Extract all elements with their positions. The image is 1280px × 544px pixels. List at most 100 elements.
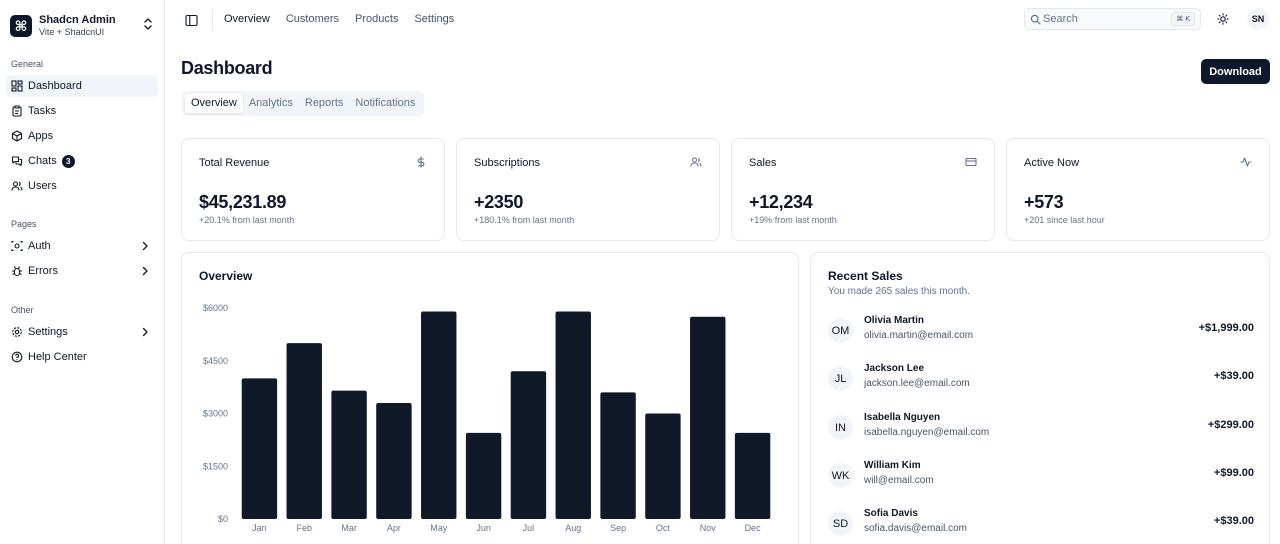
user-avatar[interactable]: SN <box>1247 8 1269 30</box>
chart-bar-nov <box>690 316 726 519</box>
user-cog-icon <box>11 240 23 252</box>
chevron-right-icon <box>142 327 148 337</box>
brand-title: Shadcn Admin <box>39 14 116 26</box>
recent-sales-subtitle: You made 265 sales this month. <box>828 286 970 297</box>
sidebar-item-label: Apps <box>28 130 54 142</box>
list-item: SD Sofia Davis sofia.davis@email.com +$3… <box>828 508 1254 544</box>
x-tick-label: Dec <box>745 523 762 533</box>
sidebar-item-chats[interactable]: Chats 3 <box>6 150 158 172</box>
y-tick-label: $1500 <box>203 461 228 471</box>
sidebar-item-settings[interactable]: Settings <box>6 321 158 343</box>
x-tick-label: Jul <box>523 523 535 533</box>
users-icon <box>11 181 23 191</box>
chart-bar-dec <box>734 432 771 519</box>
top-nav-customers[interactable]: Customers <box>285 13 340 25</box>
x-tick-label: Mar <box>341 523 357 533</box>
customer-name: Jackson Lee <box>864 363 925 374</box>
search-shortcut: ⌘ K <box>1171 12 1195 26</box>
tab-analytics[interactable]: Analytics <box>248 97 293 109</box>
x-tick-label: Jan <box>252 523 267 533</box>
stat-change: +201 since last hour <box>1024 215 1105 225</box>
sidebar-item-label: Help Center <box>28 351 87 363</box>
stat-card-sales: Sales +12,234 +19% from last month <box>731 138 995 241</box>
chart-bar-sep <box>600 392 636 519</box>
chart-bar-apr <box>376 402 412 519</box>
stat-title: Sales <box>749 157 777 169</box>
chart-bar-jun <box>465 432 502 519</box>
top-nav: Overview Customers Products Settings <box>224 13 454 25</box>
avatar: JL <box>828 366 853 391</box>
bug-icon <box>12 266 22 277</box>
sale-amount: +$39.00 <box>1213 370 1254 382</box>
customer-name: Isabella Nguyen <box>864 412 941 423</box>
recent-sales-card: Recent Sales You made 265 sales this mon… <box>810 252 1270 544</box>
customer-name: Sofia Davis <box>864 508 918 519</box>
customer-email: isabella.nguyen@email.com <box>864 427 990 438</box>
sidebar-item-tasks[interactable]: Tasks <box>6 100 158 122</box>
sale-amount: +$99.00 <box>1213 467 1254 479</box>
avatar: OM <box>828 318 853 343</box>
stat-change: +180.1% from last month <box>474 215 575 225</box>
y-tick-label: $6000 <box>203 303 228 313</box>
stat-card-total-revenue: Total Revenue $45,231.89 +20.1% from las… <box>181 138 445 241</box>
brand-text: Shadcn Admin Vite + ShadcnUI <box>39 14 116 38</box>
x-tick-label: Aug <box>565 523 581 533</box>
brand-subtitle: Vite + ShadcnUI <box>39 27 105 37</box>
customer-name: William Kim <box>864 460 921 471</box>
chart-bar-feb <box>286 343 322 519</box>
top-nav-settings[interactable]: Settings <box>414 13 455 25</box>
y-tick-label: $3000 <box>203 409 228 419</box>
top-nav-products[interactable]: Products <box>355 13 399 25</box>
avatar: IN <box>828 415 853 440</box>
stat-title: Subscriptions <box>474 157 541 169</box>
x-tick-label: Apr <box>387 523 401 533</box>
chevrons-up-down-icon <box>144 18 152 30</box>
group-label-other: Other <box>11 305 34 315</box>
tab-notifications[interactable]: Notifications <box>355 97 416 109</box>
avatar: WK <box>828 463 853 488</box>
stat-card-subscriptions: Subscriptions +2350 +180.1% from last mo… <box>456 138 720 241</box>
stat-change: +20.1% from last month <box>199 215 295 225</box>
sidebar-item-label: Errors <box>28 265 58 277</box>
y-tick-label: $4500 <box>203 356 228 366</box>
sun-icon <box>1217 13 1229 25</box>
chart-bar-mar <box>331 390 367 519</box>
customer-email: jackson.lee@email.com <box>864 378 970 389</box>
credit-card-icon <box>965 157 977 167</box>
team-switcher[interactable]: ⌘ Shadcn Admin Vite + ShadcnUI <box>10 12 156 40</box>
list-item: WK William Kim will@email.com +$99.00 <box>828 460 1254 496</box>
chevron-right-icon <box>142 241 148 251</box>
tab-overview[interactable]: Overview <box>185 94 243 113</box>
package-icon <box>11 130 23 142</box>
users-icon <box>690 157 702 167</box>
sidebar-item-help-center[interactable]: Help Center <box>6 346 158 368</box>
panel-left-icon <box>184 14 198 26</box>
search-input[interactable]: Search ⌘ K <box>1024 8 1201 30</box>
settings-icon <box>12 327 22 337</box>
x-tick-label: Feb <box>296 523 312 533</box>
sidebar-item-errors[interactable]: Errors <box>6 260 158 282</box>
sidebar-item-users[interactable]: Users <box>6 175 158 197</box>
search-icon <box>1030 14 1041 25</box>
theme-toggle-button[interactable] <box>1214 10 1232 28</box>
dollar-icon <box>417 156 425 168</box>
overview-bar-chart: $0 $1500 $3000 $4500 $6000 Jan Feb Mar Apr May Jun… <box>203 303 771 533</box>
sidebar-toggle-button[interactable] <box>181 10 201 30</box>
chart-bar-jul <box>510 371 547 519</box>
sidebar-item-auth[interactable]: Auth <box>6 235 158 257</box>
group-label-pages: Pages <box>11 219 37 229</box>
stat-value: $45,231.89 <box>199 192 287 212</box>
avatar: SD <box>828 511 853 536</box>
top-nav-overview[interactable]: Overview <box>224 13 270 25</box>
layout-dashboard-icon <box>11 80 23 92</box>
sidebar-item-dashboard[interactable]: Dashboard <box>6 75 158 97</box>
download-button[interactable]: Download <box>1201 59 1270 84</box>
command-icon: ⌘ <box>10 15 32 37</box>
sidebar-item-apps[interactable]: Apps <box>6 125 158 147</box>
recent-sales-title: Recent Sales <box>828 269 903 283</box>
list-item: OM Olivia Martin olivia.martin@email.com… <box>828 315 1254 351</box>
customer-name: Olivia Martin <box>864 315 925 326</box>
tab-reports[interactable]: Reports <box>304 97 344 109</box>
activity-icon <box>1240 157 1252 167</box>
chart-bar-jan <box>241 378 278 519</box>
